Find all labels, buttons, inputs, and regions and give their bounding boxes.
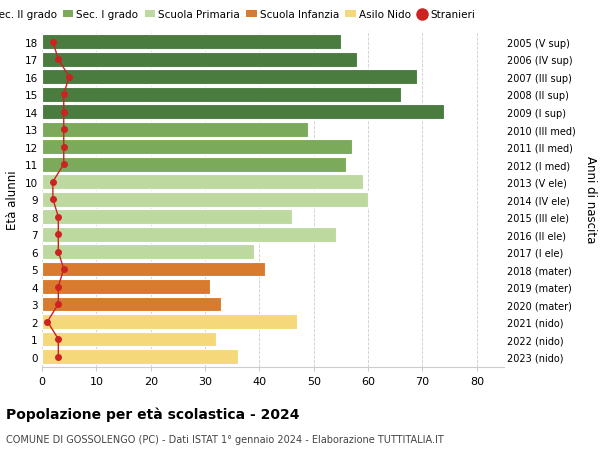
Y-axis label: Età alunni: Età alunni — [6, 170, 19, 230]
Bar — [42, 123, 308, 137]
Bar — [42, 88, 401, 102]
Bar — [42, 53, 357, 67]
Bar — [42, 245, 254, 259]
Bar — [42, 314, 298, 329]
Bar — [42, 262, 265, 277]
Bar — [42, 175, 362, 190]
Bar — [42, 297, 221, 312]
Bar — [42, 70, 417, 85]
Bar — [42, 157, 346, 172]
Text: COMUNE DI GOSSOLENGO (PC) - Dati ISTAT 1° gennaio 2024 - Elaborazione TUTTITALIA: COMUNE DI GOSSOLENGO (PC) - Dati ISTAT 1… — [6, 434, 444, 444]
Legend: Sec. II grado, Sec. I grado, Scuola Primaria, Scuola Infanzia, Asilo Nido, Stran: Sec. II grado, Sec. I grado, Scuola Prim… — [0, 10, 475, 20]
Bar — [42, 192, 368, 207]
Y-axis label: Anni di nascita: Anni di nascita — [584, 156, 597, 243]
Bar — [42, 280, 211, 294]
Text: Popolazione per età scolastica - 2024: Popolazione per età scolastica - 2024 — [6, 406, 299, 421]
Bar — [42, 227, 335, 242]
Bar — [42, 332, 216, 347]
Bar — [42, 140, 352, 155]
Bar — [42, 349, 238, 364]
Bar — [42, 105, 444, 120]
Bar — [42, 35, 341, 50]
Bar — [42, 210, 292, 224]
